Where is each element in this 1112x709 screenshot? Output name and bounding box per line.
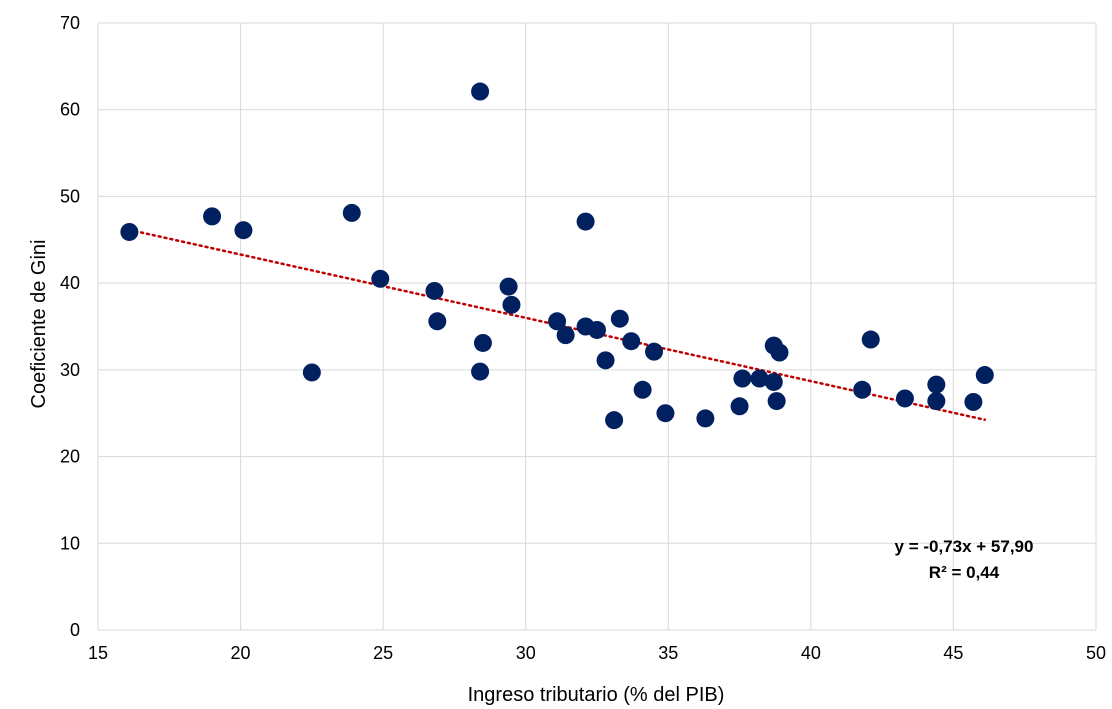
x-axis-ticks: 15 20 25 30 35 40 45 50 [88,643,1106,663]
x-tick-label: 50 [1086,643,1106,663]
data-point [645,342,664,361]
data-point [733,369,752,388]
data-point [371,269,390,288]
data-point [234,221,253,240]
data-point [853,380,872,399]
x-tick-label: 35 [658,643,678,663]
data-point [964,392,983,411]
data-point [203,207,222,226]
data-point [548,312,567,331]
data-point [596,351,615,370]
data-point [425,281,444,300]
data-point [471,82,490,101]
data-point [622,332,641,351]
y-tick-label: 20 [60,447,80,467]
y-axis-ticks: 0 10 20 30 40 50 60 70 [60,13,80,640]
data-point [428,312,447,331]
x-tick-label: 15 [88,643,108,663]
data-point [471,362,490,381]
data-point [770,343,789,362]
data-point [342,203,361,222]
y-axis-title: Coeficiente de Gini [28,240,50,409]
data-point [473,333,492,352]
x-axis-title: Ingreso tributario (% del PIB) [468,684,725,706]
data-point [927,392,946,411]
data-point [576,212,595,231]
data-point [588,320,606,339]
x-tick-label: 25 [373,643,393,663]
data-point [656,404,675,423]
data-point [605,411,624,430]
data-point [696,409,715,428]
data-point [120,222,139,241]
y-tick-label: 0 [70,620,80,640]
trendline-r-squared: R² = 0,44 [929,563,1000,582]
data-point [556,326,575,345]
x-tick-label: 20 [231,643,251,663]
data-point [927,375,946,394]
data-point [975,366,994,385]
y-tick-label: 30 [60,360,80,380]
data-point [750,369,769,388]
x-tick-label: 30 [516,643,536,663]
data-point [861,330,880,349]
y-tick-label: 40 [60,273,80,293]
data-point [767,392,786,411]
y-tick-label: 60 [60,100,80,120]
y-tick-label: 50 [60,186,80,206]
data-points [120,82,994,430]
data-point [730,397,749,416]
x-tick-label: 45 [943,643,963,663]
gridlines [97,22,1097,631]
y-tick-label: 70 [60,13,80,33]
x-tick-label: 40 [801,643,821,663]
data-point [499,277,518,296]
data-point [633,380,652,399]
data-point [895,389,914,408]
data-point [610,309,629,328]
data-point [502,295,521,314]
data-point [302,363,321,382]
y-tick-label: 10 [60,533,80,553]
trendline-equation: y = -0,73x + 57,90 [895,537,1034,556]
data-point [764,372,783,391]
